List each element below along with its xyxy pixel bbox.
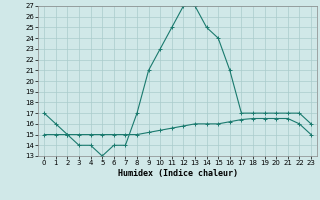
X-axis label: Humidex (Indice chaleur): Humidex (Indice chaleur) <box>118 169 238 178</box>
